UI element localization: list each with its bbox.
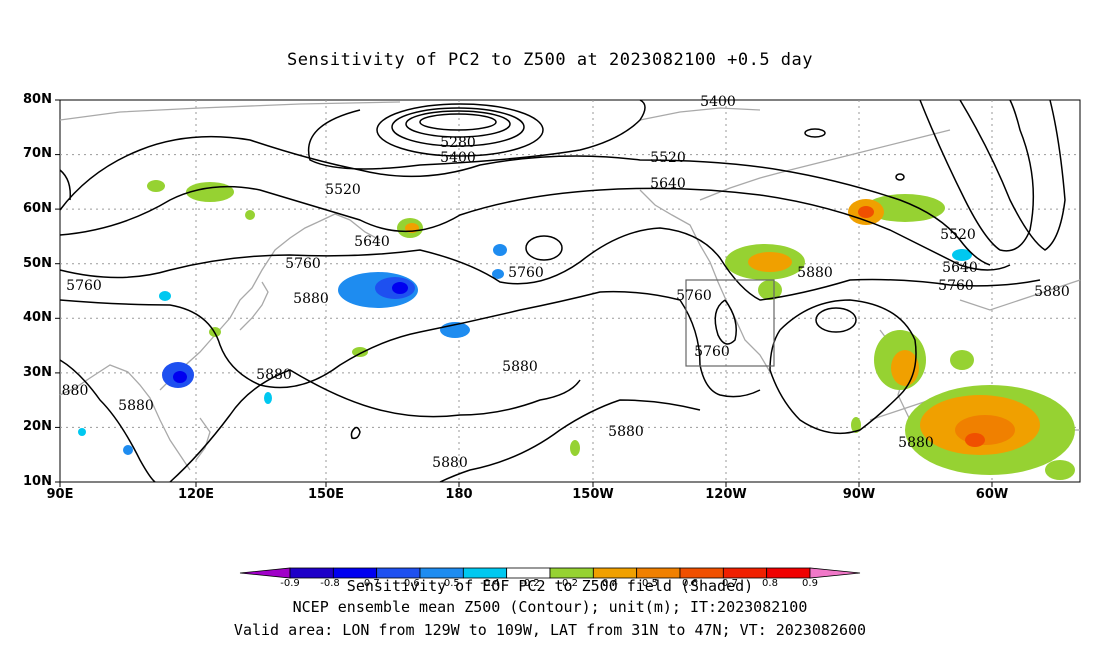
lon-label: 180	[445, 487, 473, 502]
colorbar-tick-label: -0.7	[360, 578, 380, 589]
contour-label: 5880	[502, 359, 538, 375]
lon-label: 120W	[705, 487, 747, 502]
contour-label: 5640	[942, 260, 978, 276]
contour-label: 5880	[608, 424, 644, 440]
contour-label: 5760	[694, 344, 730, 360]
contour-label: 5640	[354, 234, 390, 250]
lon-label: 90W	[842, 487, 876, 502]
footer-line-2: Valid area: LON from 129W to 109W, LAT f…	[233, 621, 867, 639]
lon-label: 120E	[177, 487, 215, 502]
contour-label: 5760	[938, 278, 974, 294]
contour-label: 5880	[432, 455, 468, 471]
lon-label: 60W	[975, 487, 1009, 502]
z500-contours	[59, 99, 1066, 483]
shade-positive	[851, 417, 861, 433]
colorbar-arrow-high	[809, 567, 861, 579]
colorbar-tick-label: 0.7	[722, 578, 738, 589]
contour-label: 5640	[650, 176, 686, 192]
shade-positive	[352, 347, 368, 357]
contour-label: 5760	[66, 278, 102, 294]
colorbar-tick-label: 0.9	[802, 578, 818, 589]
contour-label: 5520	[325, 182, 361, 198]
shade-negative	[159, 291, 171, 301]
map-panel: 5400 5280 5400 5520 5520 5640 5640 5760 …	[55, 94, 1081, 487]
lat-label: 50N	[23, 256, 52, 271]
lon-label: 150E	[307, 487, 345, 502]
contour-labels: 5400 5280 5400 5520 5520 5640 5640 5760 …	[62, 94, 1070, 471]
contour-label: 5760	[676, 288, 712, 304]
shade-negative	[952, 249, 972, 261]
shade-positive	[950, 350, 974, 370]
lat-label: 30N	[23, 365, 52, 380]
footer-line-1: NCEP ensemble mean Z500 (Contour); unit(…	[292, 598, 808, 616]
contour-label: 5880	[256, 367, 292, 383]
shade-negative	[78, 428, 86, 436]
contour-label: 5520	[650, 150, 686, 166]
lat-label: 10N	[23, 474, 52, 489]
colorbar-tick-label: -0.4	[480, 578, 500, 589]
shade-positive	[186, 182, 234, 202]
shade-positive	[748, 252, 792, 272]
colorbar-tick-label: 0.6	[682, 578, 698, 589]
shade-positive	[865, 194, 945, 222]
valid-area-box	[685, 279, 775, 367]
lat-label: 60N	[23, 201, 52, 216]
contour-label: 5760	[285, 256, 321, 272]
shade-positive	[758, 280, 782, 300]
shade-positive	[1045, 460, 1075, 480]
colorbar-tick-label: 0.8	[762, 578, 778, 589]
lon-label: 150W	[572, 487, 614, 502]
shade-positive	[245, 210, 255, 220]
figure-title: Sensitivity of PC2 to Z500 at 2023082100…	[286, 50, 813, 70]
colorbar-title: Sensitivity of EOF PC2 to Z500 field (Sh…	[346, 577, 754, 595]
contour-label: 5520	[940, 227, 976, 243]
colorbar-tick-label: 0.4	[602, 578, 618, 589]
contour-label: 5880	[1034, 284, 1070, 300]
lat-label: 70N	[23, 146, 52, 161]
shade-negative	[492, 269, 504, 279]
contour-label: 5880	[797, 265, 833, 281]
colorbar-tick-label: 0.2	[562, 578, 578, 589]
shade-negative	[493, 244, 507, 256]
contour-label: 5880	[898, 435, 934, 451]
colorbar-tick-label: 0.5	[642, 578, 658, 589]
contour-label: 5880	[118, 398, 154, 414]
lon-label: 90E	[46, 487, 74, 502]
shade-positive	[147, 180, 165, 192]
shade-negative	[123, 445, 133, 455]
colorbar-tick-label: -0.2	[520, 578, 540, 589]
shade-positive	[965, 433, 985, 447]
axis-ticks	[55, 99, 993, 487]
contour-label: 5400	[440, 150, 476, 166]
contour-label: 5400	[700, 94, 736, 110]
shade-negative	[392, 282, 408, 294]
shade-positive	[570, 440, 580, 456]
lat-label: 40N	[23, 310, 52, 325]
colorbar-tick-label: -0.9	[280, 578, 300, 589]
contour-label: 5880	[293, 291, 329, 307]
shade-positive	[858, 206, 874, 218]
colorbar-tick-label: -0.8	[320, 578, 340, 589]
contour-label: 5760	[508, 265, 544, 281]
shade-negative	[173, 371, 187, 383]
colorbar-tick-label: -0.6	[400, 578, 420, 589]
lat-label: 80N	[23, 92, 52, 107]
shade-positive	[955, 415, 1015, 445]
colorbar	[239, 567, 861, 579]
contour-label: 880	[62, 383, 89, 399]
contour-label: 5280	[440, 135, 476, 151]
shade-negative	[264, 392, 272, 404]
graticule	[60, 100, 1080, 482]
lat-label: 20N	[23, 419, 52, 434]
colorbar-tick-label: -0.5	[440, 578, 460, 589]
